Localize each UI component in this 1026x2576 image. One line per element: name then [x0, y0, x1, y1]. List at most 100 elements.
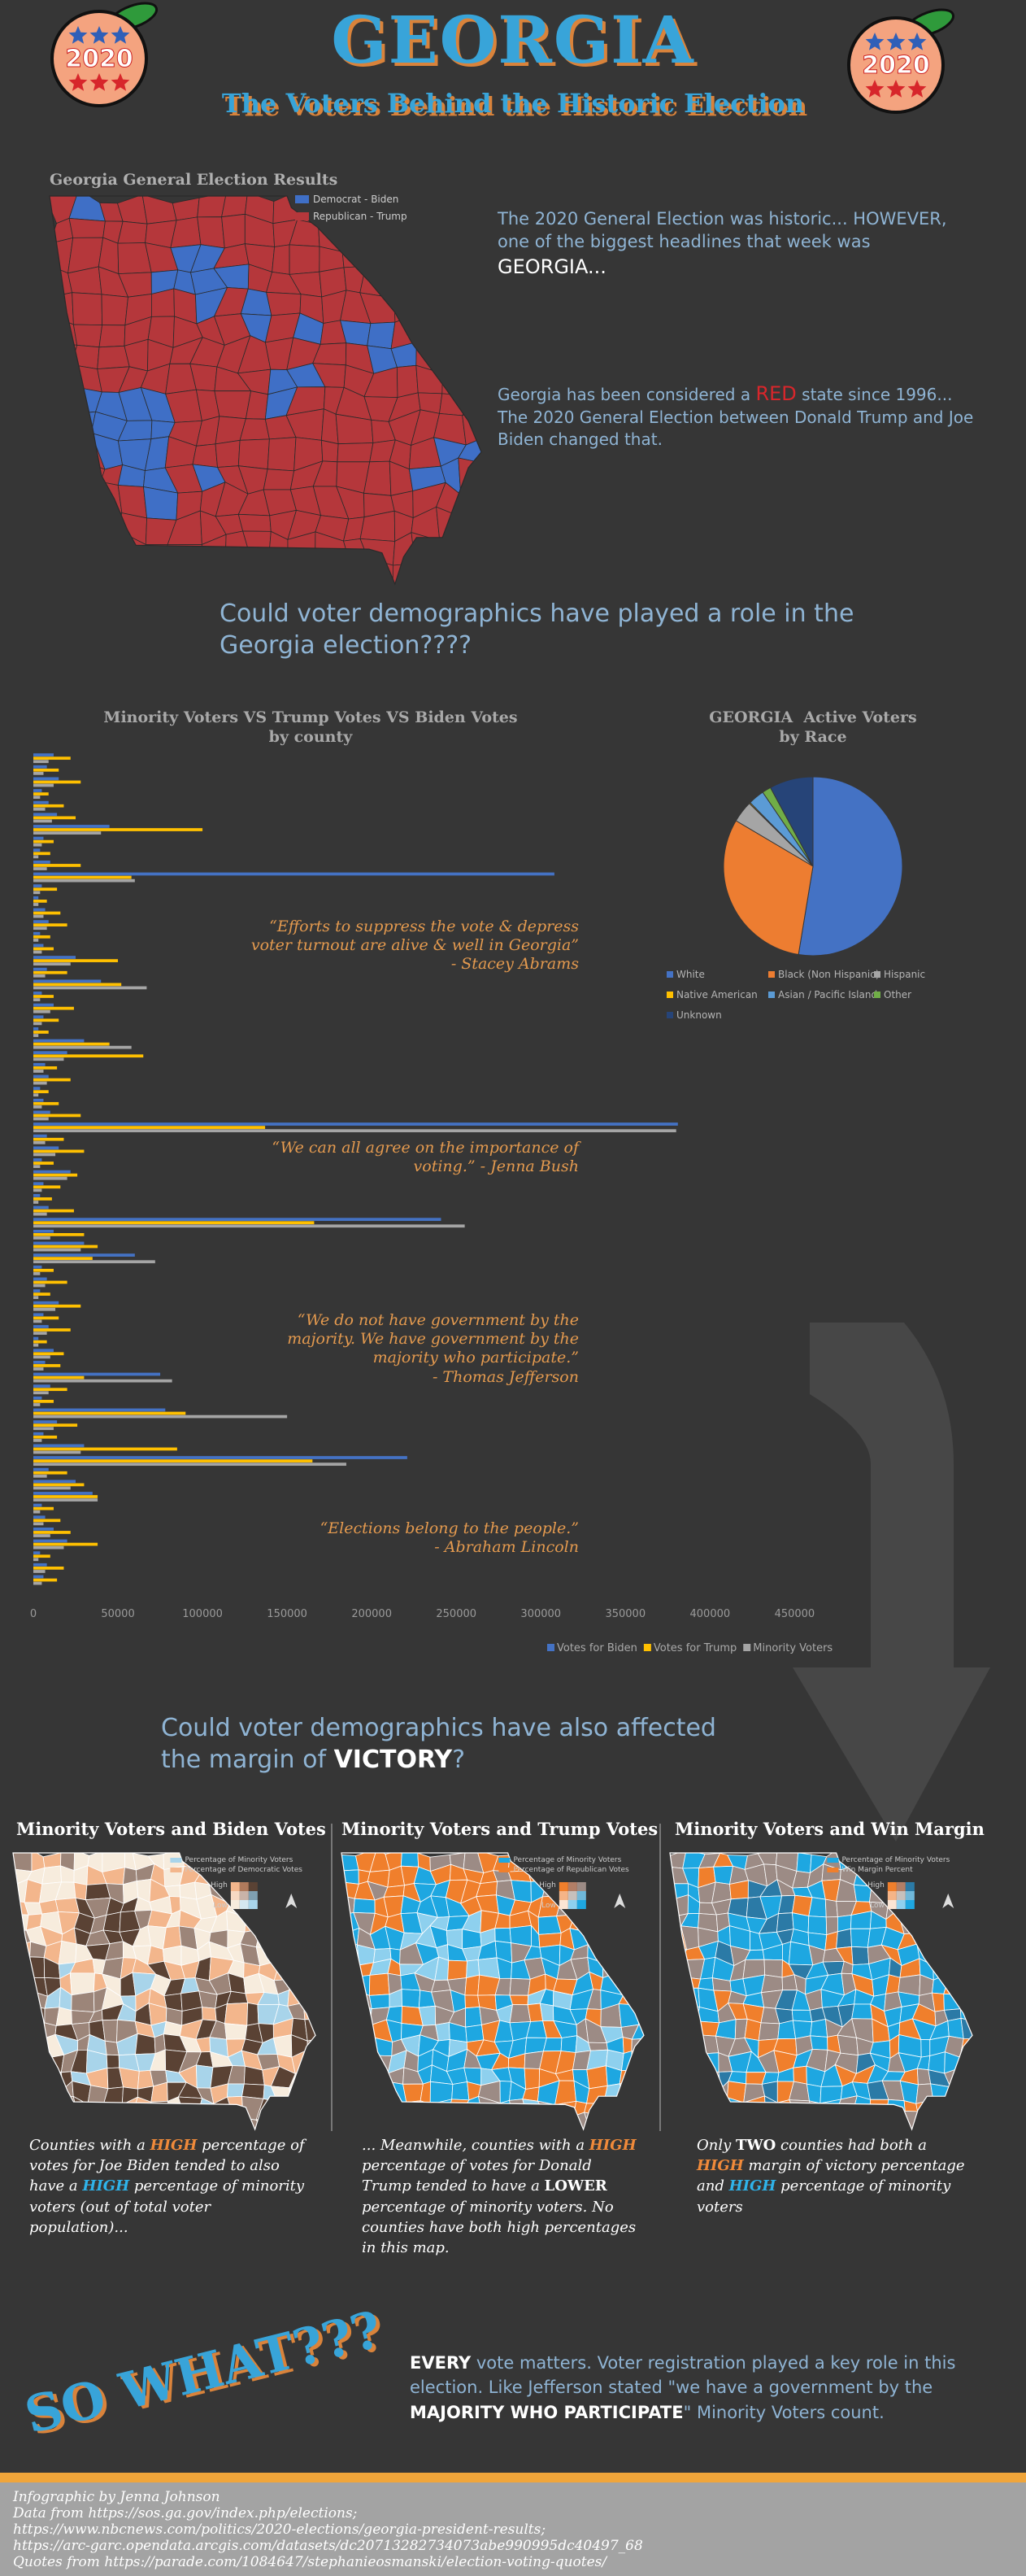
- bar: [33, 1456, 407, 1459]
- bar: [33, 1101, 59, 1105]
- county: [977, 2116, 998, 2135]
- text: HIGH: [728, 2177, 776, 2195]
- county: [341, 2111, 362, 2129]
- bar: [33, 1408, 166, 1412]
- bar: [33, 843, 42, 847]
- county: [615, 2097, 640, 2121]
- county: [509, 1994, 529, 2006]
- county: [367, 2081, 388, 2103]
- county: [670, 2049, 689, 2071]
- county: [143, 486, 179, 521]
- text: HIGH: [697, 2157, 744, 2175]
- county: [302, 1853, 315, 1870]
- scale-label: High: [867, 1881, 885, 1890]
- county: [267, 437, 297, 472]
- county: [302, 2111, 315, 2129]
- bar: [33, 1450, 81, 1454]
- county: [884, 2110, 906, 2129]
- county: [172, 197, 200, 221]
- county: [462, 408, 481, 446]
- bar: [33, 783, 54, 787]
- bar: [33, 920, 49, 923]
- county: [617, 1926, 639, 1949]
- badge: 2020: [65, 45, 133, 73]
- bar: [33, 962, 71, 966]
- legend-swatch: [498, 1868, 511, 1872]
- bar: [33, 891, 41, 895]
- county: [46, 2114, 61, 2129]
- bar: [33, 1162, 54, 1165]
- quote-author: - Stacey Abrams: [450, 955, 579, 974]
- county: [959, 1853, 972, 1873]
- legend-label: Percentage of Minority Voters: [841, 1856, 950, 1864]
- bar: [33, 1396, 42, 1400]
- bar: [33, 1074, 49, 1079]
- x-tick-label: 450000: [775, 1608, 815, 1620]
- bar: [33, 861, 50, 864]
- county: [384, 242, 420, 277]
- bar: [33, 1435, 58, 1439]
- county: [835, 2112, 856, 2129]
- county: [811, 2113, 829, 2129]
- county: [622, 2036, 633, 2055]
- bar: [33, 1209, 74, 1213]
- county: [272, 2112, 295, 2129]
- legend-label: Asian / Pacific Island: [778, 989, 877, 1000]
- pie-slice: [723, 820, 814, 956]
- county: [272, 1930, 294, 1950]
- text: ?: [452, 1746, 466, 1774]
- county: [434, 238, 470, 274]
- scale-cell: [239, 1891, 249, 1900]
- county: [930, 1929, 947, 1951]
- county: [980, 2024, 998, 2039]
- county: [344, 2035, 362, 2055]
- county: [808, 1897, 827, 1918]
- scale-cell: [896, 1891, 906, 1900]
- county: [959, 1896, 972, 1917]
- county: [403, 2100, 421, 2115]
- county: [928, 2096, 946, 2120]
- bar: [33, 1492, 93, 1495]
- bar: [33, 1379, 172, 1383]
- county: [646, 1972, 666, 1992]
- bar: [33, 1022, 42, 1026]
- bar: [33, 1414, 288, 1419]
- county: [367, 321, 396, 350]
- bar: [33, 1153, 56, 1157]
- county: [54, 1898, 80, 1914]
- county: [975, 1929, 998, 1949]
- bar: [33, 903, 39, 906]
- county: [441, 361, 472, 397]
- county: [58, 2114, 79, 2129]
- scale-cell: [230, 1891, 240, 1900]
- county: [919, 1866, 936, 1889]
- county: [303, 1976, 315, 1992]
- star: [68, 73, 88, 91]
- bar: [33, 1003, 54, 1007]
- state-outline: [341, 1852, 645, 2131]
- bar: [33, 839, 54, 843]
- county: [24, 2022, 46, 2042]
- bar: [33, 983, 122, 987]
- county: [654, 2112, 664, 2127]
- bar: [33, 1009, 50, 1013]
- star: [886, 33, 906, 50]
- county: [646, 1903, 667, 1916]
- bar: [33, 1534, 50, 1537]
- scale-cell: [230, 1900, 240, 1909]
- bar: [33, 1176, 67, 1180]
- text: RED: [755, 382, 797, 405]
- bar: [33, 1420, 58, 1423]
- bar: [33, 1093, 39, 1097]
- text: percentage of votes for Donald Trump ten…: [362, 2157, 592, 2195]
- county: [670, 2023, 686, 2038]
- bar: [33, 780, 81, 784]
- bar: [33, 1506, 54, 1510]
- county: [302, 1881, 315, 1903]
- county: [85, 2112, 107, 2129]
- county: [634, 1901, 644, 1915]
- legend-label: Percentage of Minority Voters: [185, 1856, 293, 1864]
- bar: [33, 1361, 46, 1364]
- county: [318, 1972, 341, 1994]
- county: [975, 1976, 998, 1996]
